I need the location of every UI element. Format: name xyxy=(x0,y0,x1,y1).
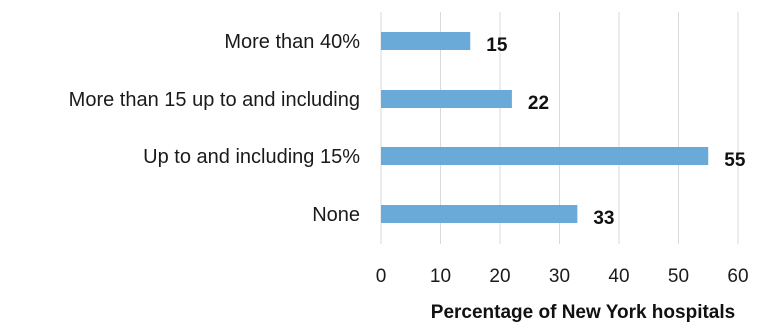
bar xyxy=(381,147,709,165)
category-label: More than 40% xyxy=(224,31,360,53)
x-tick-label: 20 xyxy=(489,266,510,287)
data-label: 15 xyxy=(486,35,508,56)
data-label: 55 xyxy=(724,150,746,171)
x-tick-label: 30 xyxy=(549,266,570,287)
bar xyxy=(381,90,512,108)
bar xyxy=(381,205,578,223)
data-label: 22 xyxy=(528,93,549,114)
x-tick-label: 40 xyxy=(608,266,629,287)
gridlines xyxy=(380,12,739,244)
category-label: Up to and including 15% xyxy=(143,146,360,168)
x-tick-label: 0 xyxy=(376,266,387,287)
x-tick-label: 60 xyxy=(727,266,748,287)
category-label: More than 15 up to and including xyxy=(69,89,360,111)
data-label: 33 xyxy=(593,208,614,229)
bars xyxy=(381,32,709,223)
data-labels: 15 22 55 33 xyxy=(486,35,746,229)
x-tick-label: 50 xyxy=(668,266,689,287)
category-labels: More than 40% More than 15 up to and incl… xyxy=(69,31,361,226)
x-axis-title: Percentage of New York hospitals xyxy=(431,302,735,323)
category-label: None xyxy=(312,204,360,226)
bar xyxy=(381,32,471,50)
x-tick-labels: 0 10 20 30 40 50 60 xyxy=(376,266,749,287)
x-tick-label: 10 xyxy=(430,266,451,287)
